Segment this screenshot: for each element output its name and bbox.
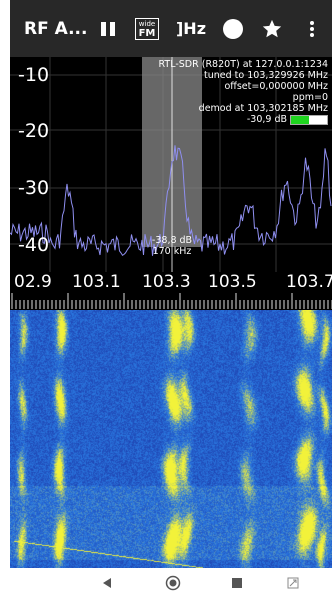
overflow-menu-button[interactable] (302, 0, 322, 57)
info-line: RTL-SDR (R820T) at 127.0.0.1:1234 (159, 59, 328, 70)
x-tick-label: 103.7 (286, 272, 332, 292)
rotate-icon (287, 577, 299, 589)
x-tick-label: 103.3 (142, 272, 191, 292)
bookmark-button[interactable] (259, 0, 285, 57)
record-button[interactable] (220, 0, 246, 57)
y-tick-label: -30 (18, 177, 49, 199)
more-vert-icon (309, 20, 315, 38)
x-tick-label: 02.9 (14, 272, 52, 292)
nav-back-button[interactable] (98, 574, 116, 592)
star-icon (261, 18, 283, 40)
back-triangle-icon (102, 577, 112, 589)
nav-home-button[interactable] (164, 574, 182, 592)
bandwidth-button[interactable]: ]Hz (175, 0, 207, 57)
circle-icon (222, 18, 244, 40)
source-info-panel: RTL-SDR (R820T) at 127.0.0.1:1234 tuned … (159, 59, 328, 125)
x-tick-label: 103.1 (72, 272, 121, 292)
wfm-badge-bottom: FM (139, 29, 156, 38)
hz-label: ]Hz (176, 19, 206, 38)
signal-strength-meter (290, 115, 328, 125)
nav-rotate-button[interactable] (284, 574, 302, 592)
selection-bandwidth: 170 kHz (146, 246, 198, 257)
selection-info: -38,8 dB 170 kHz (146, 235, 198, 257)
app-title[interactable]: RF A... (24, 19, 86, 39)
system-nav-bar (10, 568, 332, 597)
pause-button[interactable] (95, 0, 121, 57)
recents-square-icon (231, 577, 243, 589)
info-line: ppm=0 (159, 92, 328, 103)
y-tick-label: -20 (18, 120, 49, 142)
pause-icon (100, 21, 116, 37)
waterfall-view[interactable] (10, 310, 332, 568)
info-line: demod at 103,302185 MHz (159, 103, 328, 114)
y-tick-label: -40 (18, 234, 49, 256)
waterfall-canvas (10, 310, 332, 568)
wfm-icon: wide FM (135, 18, 159, 40)
info-line: tuned to 103,329926 MHz (159, 70, 328, 81)
app-toolbar: RF A... wide FM ]Hz (10, 0, 332, 57)
signal-strength-fill (291, 116, 309, 124)
fft-spectrum-view[interactable]: -10 -20 -30 -40 02.9 103.1 103.3 103.5 1… (10, 57, 332, 310)
signal-db-value: -30,9 dB (247, 114, 287, 125)
selection-db: -38,8 dB (146, 235, 198, 246)
demod-mode-button[interactable]: wide FM (134, 0, 160, 57)
nav-recents-button[interactable] (228, 574, 246, 592)
x-tick-label: 103.5 (208, 272, 257, 292)
home-circle-icon (165, 575, 181, 591)
info-line: offset=0,000000 MHz (159, 81, 328, 92)
y-tick-label: -10 (18, 64, 49, 86)
